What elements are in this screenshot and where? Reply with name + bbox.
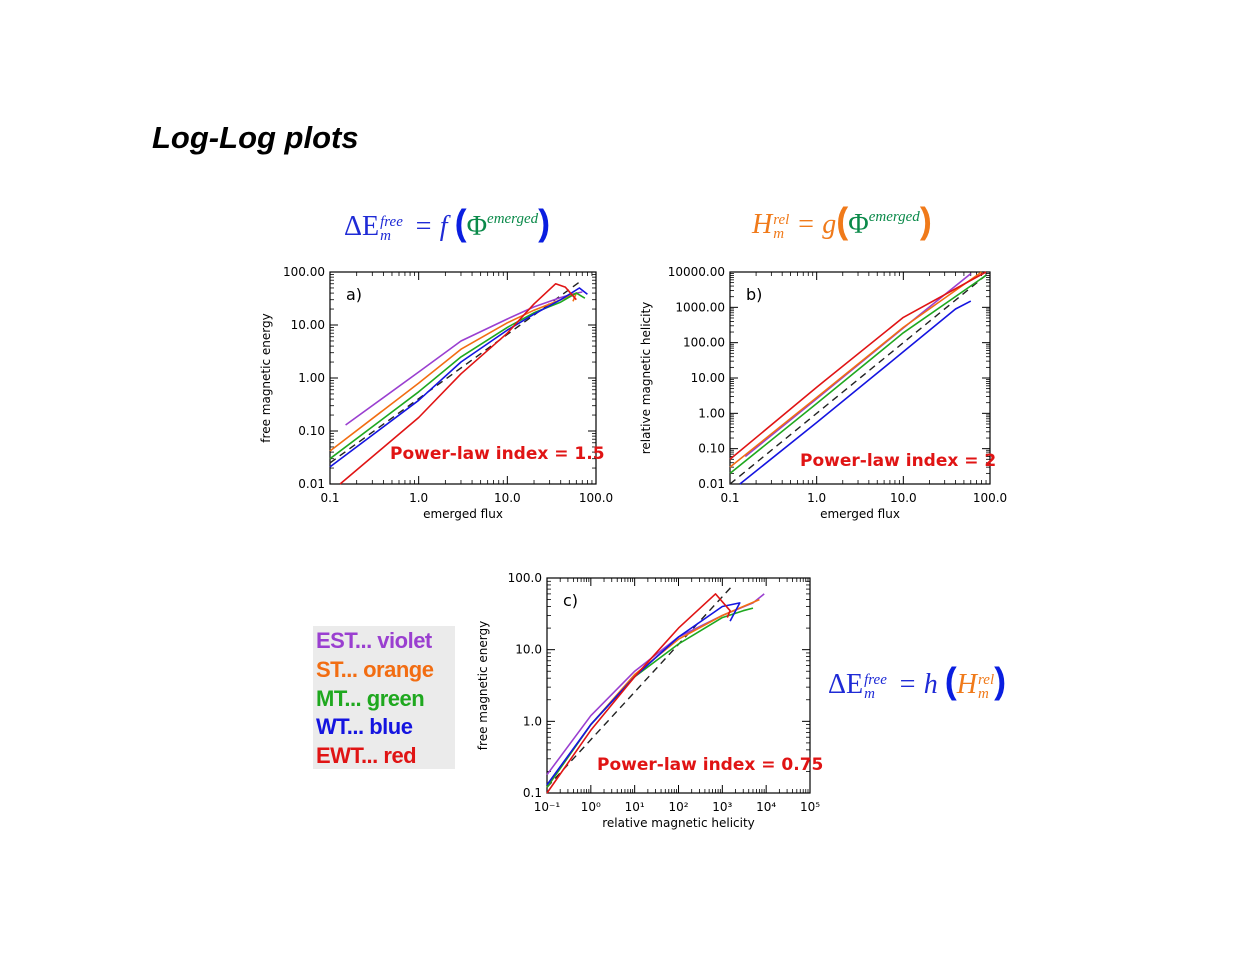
x-tick-label: 10⁰ [581,800,601,814]
formula-arg-sup: rel [978,671,995,688]
formula-lhs: ΔE [828,669,864,700]
y-tick-label: 1.00 [298,371,325,385]
series-line-1 [329,292,578,452]
x-tick-label: 10¹ [625,800,645,814]
series-line-3 [739,300,972,485]
x-tick-label: 10.0 [494,491,521,505]
y-axis-label: free magnetic energy [259,313,273,442]
x-axis-label: emerged flux [820,507,900,521]
y-tick-label: 0.1 [523,786,542,800]
series-line-2 [329,292,586,460]
series-line-2 [729,274,987,475]
formula-op: = f [413,211,448,242]
y-tick-label: 10.0 [515,643,542,657]
x-tick-label: 1.0 [409,491,428,505]
legend: EST... violet ST... orange MT... green W… [313,626,455,769]
series-line-1 [729,271,983,468]
reference-dashed-line [546,586,732,788]
formula-lhs-sup: free [380,213,403,230]
panel-label: b) [746,285,762,304]
reference-dashed-line [729,271,991,485]
formula-lhs-sub: m [864,685,875,702]
y-axis-label: free magnetic energy [476,621,490,750]
x-tick-label: 100.0 [973,491,1007,505]
formula-lhs: H [752,209,773,240]
formula-lhs-sub: m [773,225,785,242]
series-line-3 [546,602,741,786]
formula-arg: Φ [466,211,488,242]
x-axis-label: emerged flux [423,507,503,521]
formula-arg-sub: m [978,685,989,702]
y-tick-label: 1000.00 [675,300,725,314]
panel-label: c) [563,591,578,610]
open-paren: ( [454,202,467,243]
series-line-4 [546,593,731,794]
x-tick-label: 10³ [712,800,732,814]
x-axis-label: relative magnetic helicity [602,816,755,830]
power-law-annotation: Power-law index = 0.75 [597,755,823,775]
formula-arg-sup: emerged [487,211,539,227]
x-tick-label: 10⁻¹ [534,800,561,814]
formula-arg: H [956,669,978,700]
formula-arg-sup: emerged [868,209,920,225]
y-tick-label: 100.00 [683,336,725,350]
open-paren: ( [836,200,849,241]
x-tick-label: 10⁵ [800,800,820,814]
y-tick-label: 1.0 [523,714,542,728]
series-line-0 [345,291,583,426]
slide-title: Log-Log plots [152,120,359,155]
formula-lhs-sup: free [864,671,887,688]
series-line-4 [339,283,577,485]
y-tick-label: 0.10 [298,424,325,438]
close-paren: ) [919,200,932,241]
y-tick-label: 0.01 [298,477,325,491]
legend-item-st: ST... orange [316,657,434,682]
x-tick-label: 10.0 [890,491,917,505]
y-tick-label: 100.00 [283,265,325,279]
y-axis-label: relative magnetic helicity [639,302,653,455]
legend-item-wt: WT... blue [316,714,413,739]
y-tick-label: 0.01 [698,477,725,491]
close-paren: ) [994,660,1007,701]
formula-op: = g [796,209,837,240]
x-tick-label: 10² [668,800,688,814]
legend-item-mt: MT... green [316,686,425,711]
close-paren: ) [538,202,551,243]
y-tick-label: 1.00 [698,406,725,420]
y-tick-label: 100.0 [508,571,542,585]
y-tick-label: 10.00 [291,318,325,332]
x-tick-label: 100.0 [579,491,613,505]
formula-lhs: ΔE [344,211,380,242]
series-line-4 [729,271,987,460]
x-tick-label: 1.0 [807,491,826,505]
panel-label: a) [346,285,362,304]
x-tick-label: 0.1 [720,491,739,505]
y-tick-label: 10000.00 [668,265,725,279]
legend-item-ewt: EWT... red [316,743,417,768]
power-law-annotation: Power-law index = 1.5 [390,444,605,464]
x-tick-label: 10⁴ [756,800,776,814]
power-law-annotation: Power-law index = 2 [800,451,996,471]
legend-item-est: EST... violet [316,628,432,653]
open-paren: ( [944,660,957,701]
formula-lhs-sub: m [380,227,391,244]
y-tick-label: 0.10 [698,442,725,456]
formula-energy-vs-flux: ΔE free m = f (Φemerged) [344,202,550,244]
formula-lhs-sup: rel [773,211,790,228]
formula-op: = h [897,669,938,700]
formula-arg: Φ [848,209,869,240]
series-line-3 [329,287,588,468]
y-tick-label: 10.00 [691,371,725,385]
x-tick-label: 0.1 [320,491,339,505]
formula-energy-vs-helicity: ΔE free m = h (H rel m) [828,660,1006,702]
